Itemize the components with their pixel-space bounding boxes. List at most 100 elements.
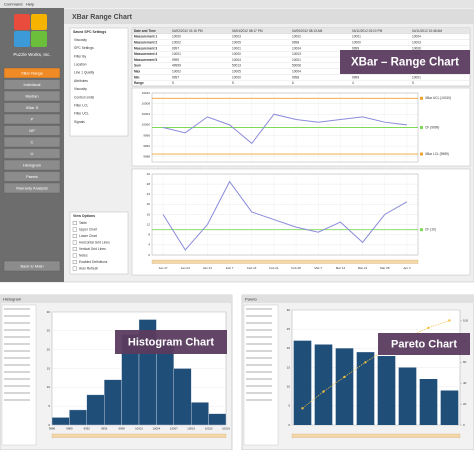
bar	[440, 390, 459, 425]
side-row	[4, 322, 30, 324]
x-tick-label: 10010	[187, 427, 195, 431]
table-cell: Max	[134, 70, 140, 74]
caption: Pareto Chart	[391, 338, 457, 350]
nav-button[interactable]	[3, 136, 61, 148]
nav-button[interactable]	[3, 90, 61, 102]
table-cell: Measurement 5	[134, 58, 157, 62]
nav-label[interactable]: XBar S	[26, 105, 39, 110]
view-item: Vertical Grid Lines	[79, 247, 106, 251]
table-cell: 10001	[172, 52, 181, 56]
nav-label[interactable]: P	[31, 116, 34, 121]
chart-panel	[131, 168, 471, 276]
y-tick-label: 16	[147, 212, 151, 216]
bar	[86, 394, 105, 426]
nav-label[interactable]: U	[31, 151, 34, 156]
table-cell: Min	[134, 75, 140, 79]
scrollbar[interactable]	[151, 259, 419, 264]
y2-tick-label: 20	[463, 402, 467, 406]
nav-button[interactable]	[3, 79, 61, 90]
nav-button[interactable]	[3, 113, 61, 125]
table-cell: 04/02/2012 01:16 PM	[172, 29, 203, 33]
bar	[69, 409, 88, 426]
table-cell: 10002	[172, 41, 181, 45]
table-cell: 10001	[232, 46, 241, 50]
side-row	[4, 336, 30, 338]
nav-label[interactable]: C	[31, 139, 34, 144]
caption-box	[378, 333, 470, 355]
nav-button[interactable]	[3, 148, 61, 159]
nav-button[interactable]	[3, 67, 61, 79]
nav-label[interactable]: Pareto	[26, 174, 39, 179]
y-tick-label: 25	[47, 329, 51, 333]
cumulative-point	[343, 375, 346, 379]
limit-swatch	[420, 126, 423, 129]
y-tick-label: 4	[148, 243, 150, 247]
side-row	[246, 336, 272, 338]
logo-piece	[14, 14, 30, 30]
table-cell: 50008	[292, 64, 301, 68]
bar	[293, 340, 312, 425]
limit-swatch	[420, 152, 423, 156]
table-cell: 04/04/2012 08:17 PM	[232, 29, 263, 33]
table-cell: 04/11/2012 03:10 PM	[352, 29, 383, 33]
table-cell: Measurement 4	[134, 52, 157, 56]
checkbox[interactable]	[72, 233, 77, 238]
back-button[interactable]	[3, 260, 61, 272]
x-tick-label: 10001	[135, 427, 143, 431]
checkbox[interactable]	[72, 266, 77, 271]
page-title: XBar Range Chart	[72, 14, 133, 21]
view-panel	[69, 211, 129, 275]
table-cell: 10001	[292, 58, 301, 62]
table-cell: 9997	[172, 75, 179, 79]
x-tick-label: Jan 17	[159, 266, 168, 270]
nav-button[interactable]	[3, 159, 61, 171]
scrollbar[interactable]	[291, 433, 461, 438]
settings-item: Location	[74, 62, 87, 66]
menu-item[interactable]: Help	[26, 1, 35, 6]
x-tick-label: Apr 4	[403, 266, 411, 270]
menu-item[interactable]: Command	[4, 1, 22, 6]
limit-label: XBar UCL (10010)	[425, 96, 451, 100]
x-tick-label: Mar 14	[336, 266, 346, 270]
table-cell: 5	[172, 81, 174, 85]
checkbox[interactable]	[72, 253, 77, 258]
caption-box	[340, 50, 470, 74]
nav-button[interactable]	[3, 171, 61, 182]
side-row	[246, 392, 272, 394]
nav-button[interactable]	[3, 125, 61, 136]
x-tick-label: 10013	[205, 427, 213, 431]
y-tick-label: 9988	[143, 154, 150, 158]
side-row	[246, 329, 272, 331]
back-label[interactable]: Back to Main	[20, 263, 43, 268]
nav-label[interactable]: NP	[29, 128, 35, 133]
table-cell: 10003	[232, 35, 241, 39]
checkbox[interactable]	[72, 227, 77, 232]
side-panel	[243, 304, 279, 446]
nav-button[interactable]	[3, 102, 61, 113]
scrollbar[interactable]	[51, 433, 227, 438]
table-cell: 10006	[412, 46, 421, 50]
table-cell: 6	[292, 81, 294, 85]
nav-label[interactable]: Individual	[24, 82, 41, 87]
x-tick-label: 10004	[153, 427, 161, 431]
side-row	[4, 350, 30, 352]
nav-label[interactable]: XBar Range	[21, 70, 44, 75]
checkbox[interactable]	[72, 240, 77, 245]
side-row	[246, 315, 272, 317]
view-item: Auto Refresh	[79, 266, 98, 270]
settings-heading: Saved SPC Settings	[73, 30, 106, 34]
checkbox[interactable]	[72, 260, 77, 265]
settings-item: Line 1 Quality	[74, 71, 95, 75]
checkbox[interactable]	[72, 246, 77, 251]
logo-piece	[31, 31, 47, 47]
nav-label[interactable]: Histogram	[23, 162, 42, 167]
nav-label[interactable]: Warranty Analysis	[16, 185, 48, 190]
nav-label[interactable]: Median	[25, 93, 38, 98]
nav-button[interactable]	[3, 182, 61, 194]
table-cell: 10004	[232, 58, 241, 62]
checkbox[interactable]	[72, 220, 77, 225]
side-row	[4, 385, 30, 387]
y-tick-label: 0	[148, 253, 150, 257]
side-row	[246, 364, 272, 366]
limit-label: CF (10)	[425, 228, 436, 232]
